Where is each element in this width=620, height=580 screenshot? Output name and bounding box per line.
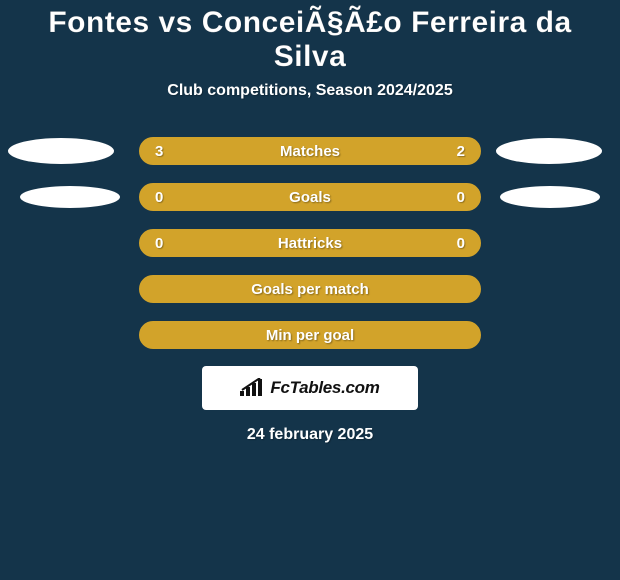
stat-right-value: 2 [449, 143, 465, 160]
stat-row: Min per goal [0, 312, 620, 358]
stat-pill: Goals per match [139, 275, 481, 303]
player-left-ellipse [20, 186, 120, 208]
stat-right-value: 0 [449, 189, 465, 206]
bars-icon [240, 378, 264, 398]
subtitle: Club competitions, Season 2024/2025 [0, 82, 620, 100]
stat-pill: 0Hattricks0 [139, 229, 481, 257]
stat-label: Goals [171, 189, 449, 206]
stat-row: 0Goals0 [0, 174, 620, 220]
stat-rows: 3Matches20Goals00Hattricks0Goals per mat… [0, 128, 620, 358]
date: 24 february 2025 [0, 426, 620, 444]
stat-left-value: 0 [155, 235, 171, 252]
stat-pill: 3Matches2 [139, 137, 481, 165]
stat-right-value: 0 [449, 235, 465, 252]
stat-row: Goals per match [0, 266, 620, 312]
player-left-ellipse [8, 138, 114, 164]
stat-label: Hattricks [171, 235, 449, 252]
stat-row: 0Hattricks0 [0, 220, 620, 266]
comparison-card: Fontes vs ConceiÃ§Ã£o Ferreira da Silva … [0, 0, 620, 580]
player-right-ellipse [496, 138, 602, 164]
stat-pill: 0Goals0 [139, 183, 481, 211]
source-badge-text: FcTables.com [270, 378, 379, 398]
player-right-ellipse [500, 186, 600, 208]
stat-left-value: 3 [155, 143, 171, 160]
stat-pill: Min per goal [139, 321, 481, 349]
footer: FcTables.com 24 february 2025 [0, 366, 620, 444]
stat-row: 3Matches2 [0, 128, 620, 174]
page-title: Fontes vs ConceiÃ§Ã£o Ferreira da Silva [10, 6, 610, 74]
stat-label: Matches [171, 143, 449, 160]
source-badge: FcTables.com [202, 366, 418, 410]
stat-left-value: 0 [155, 189, 171, 206]
stat-label: Goals per match [171, 281, 449, 298]
stat-label: Min per goal [171, 327, 449, 344]
